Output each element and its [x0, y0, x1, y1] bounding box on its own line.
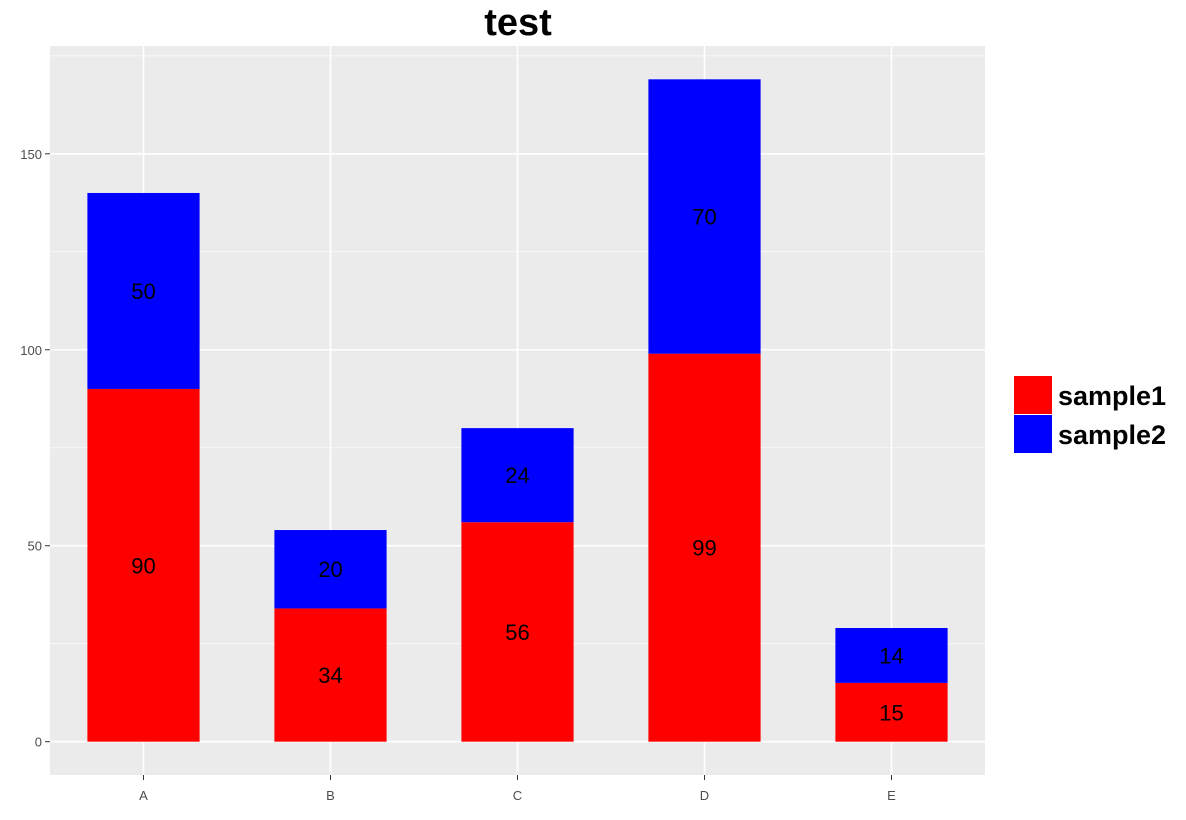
- data-label-sample1-C: 56: [505, 620, 529, 645]
- data-label-sample1-B: 34: [318, 663, 342, 688]
- y-tick-label: 100: [20, 343, 42, 358]
- data-label-sample2-A: 50: [131, 279, 155, 304]
- y-tick-label: 50: [28, 539, 42, 554]
- bar-sample2-B: [274, 530, 387, 609]
- y-tick-label: 150: [20, 147, 42, 162]
- data-label-sample1-A: 90: [131, 553, 155, 578]
- legend: sample1 sample2: [1014, 376, 1166, 453]
- data-label-sample2-E: 14: [879, 643, 903, 668]
- bar-sample2-E: [835, 628, 948, 683]
- y-tick-label: 0: [35, 735, 42, 750]
- bar-sample1-C: [461, 522, 574, 742]
- chart-title: test: [484, 2, 552, 44]
- bar-sample2-C: [461, 428, 574, 523]
- bar-sample1-A: [87, 388, 200, 742]
- legend-label-sample1: sample1: [1058, 381, 1166, 411]
- legend-label-sample2: sample2: [1058, 420, 1166, 450]
- data-label-sample1-E: 15: [879, 700, 903, 725]
- data-label-sample1-D: 99: [692, 536, 716, 561]
- bar-sample2-D: [648, 79, 761, 354]
- x-tick-label: E: [887, 788, 896, 803]
- x-tick-label: C: [513, 788, 522, 803]
- x-tick-label: A: [139, 788, 148, 803]
- x-tick-label: B: [326, 788, 335, 803]
- legend-swatch-sample1: [1014, 376, 1052, 414]
- axes: 0 50 100 150 A B C D E: [20, 147, 896, 803]
- bar-sample1-E: [835, 682, 948, 742]
- x-tick-label: D: [700, 788, 709, 803]
- data-label-sample2-D: 70: [692, 204, 716, 229]
- bar-sample2-A: [87, 192, 200, 389]
- bar-sample1-B: [274, 608, 387, 742]
- bar-sample1-D: [648, 353, 761, 742]
- data-label-sample2-B: 20: [318, 557, 342, 582]
- legend-swatch-sample2: [1014, 415, 1052, 453]
- bars: 90 50 34 20 56 24 99 70 15 14: [87, 79, 948, 742]
- data-label-sample2-C: 24: [505, 463, 529, 488]
